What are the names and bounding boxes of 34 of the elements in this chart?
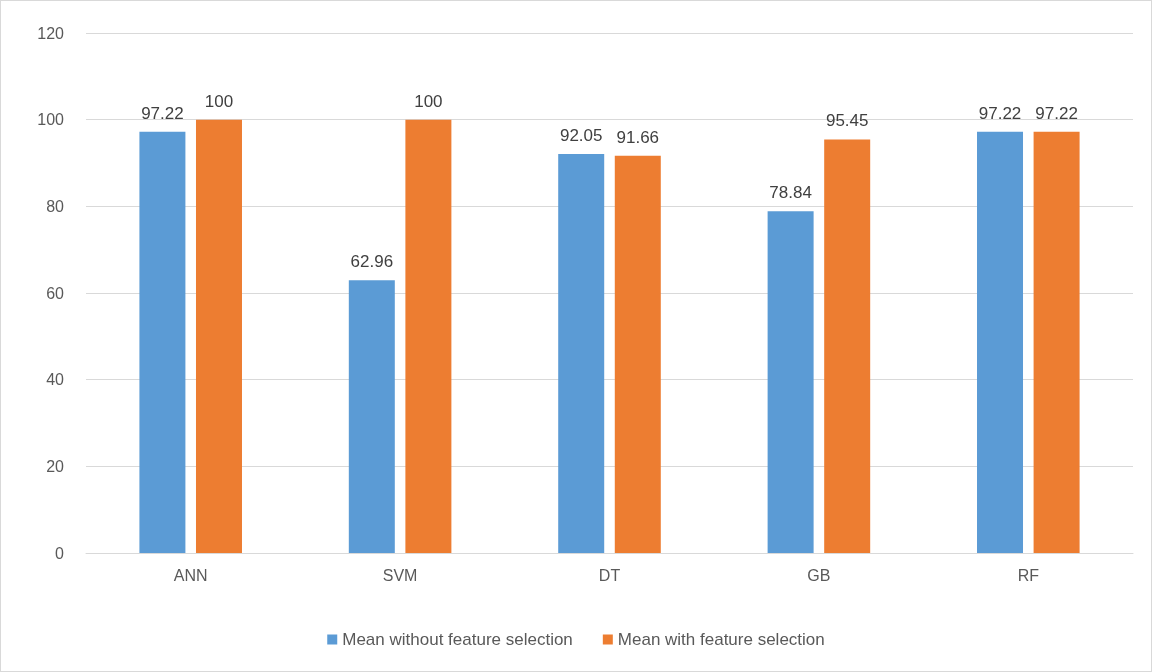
data-label: 100 [414, 91, 443, 111]
bar [405, 119, 452, 553]
data-label: 100 [204, 91, 234, 111]
x-tick-label: GB [807, 566, 831, 584]
y-tick-label: 40 [46, 371, 65, 389]
y-tick-label: 0 [55, 544, 65, 562]
bar [614, 155, 661, 553]
bar [195, 119, 242, 553]
legend-label: Mean without feature selection [342, 630, 573, 649]
data-label: 92.05 [559, 126, 603, 146]
y-tick-label: 20 [46, 457, 65, 475]
data-label: 97.22 [978, 103, 1022, 123]
data-label: 95.45 [825, 111, 869, 131]
y-tick-label: 100 [37, 111, 65, 129]
legend-label: Mean with feature selection [617, 630, 825, 649]
y-tick-label: 60 [46, 284, 65, 302]
bar [348, 280, 395, 553]
bar [767, 211, 814, 553]
data-label: 97.22 [1035, 103, 1078, 123]
data-label: 62.96 [350, 252, 394, 272]
x-tick-label: RF [1017, 566, 1040, 584]
bar [558, 154, 605, 553]
bar [824, 139, 871, 553]
x-tick-label: DT [598, 566, 621, 584]
y-tick-label: 80 [46, 197, 65, 215]
x-tick-label: SVM [382, 566, 418, 584]
data-label: 97.22 [141, 103, 184, 123]
y-tick-label: 120 [37, 24, 65, 42]
data-label: 91.66 [616, 127, 660, 147]
x-tick-label: ANN [173, 566, 208, 584]
bar [139, 131, 186, 553]
data-label: 78.84 [769, 183, 812, 203]
bar [977, 131, 1024, 553]
bar [1033, 131, 1080, 553]
